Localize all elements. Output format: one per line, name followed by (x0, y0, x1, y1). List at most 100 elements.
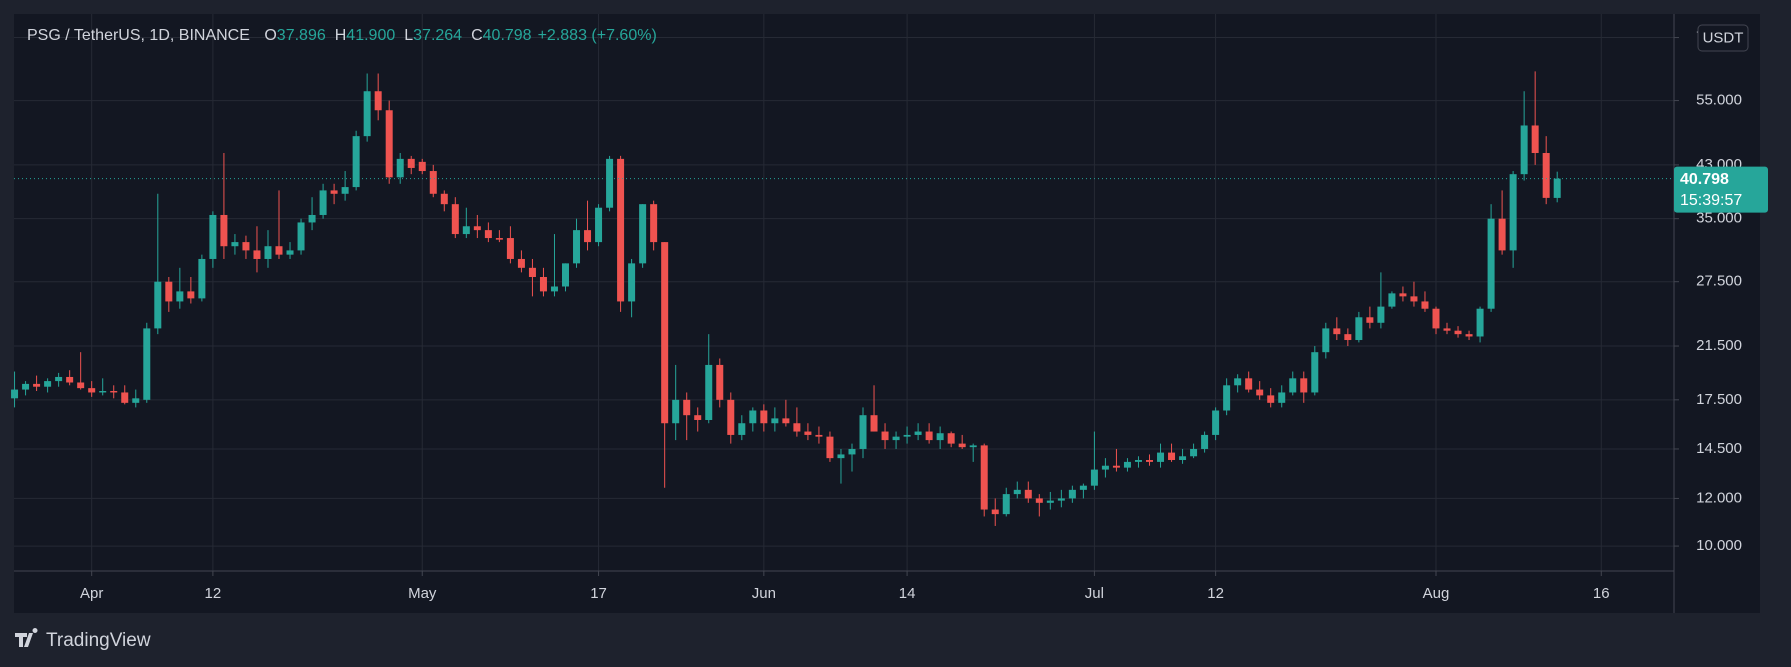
legend-value: 37.264 (413, 27, 463, 44)
candle-body (1090, 469, 1098, 486)
candle-body (694, 415, 702, 420)
candle-body (154, 281, 162, 329)
candle-body (495, 238, 503, 240)
x-tick-label: Apr (80, 585, 103, 602)
candle-body (1542, 153, 1550, 198)
candle-body (716, 364, 724, 400)
candle-body (264, 246, 272, 259)
candle-body (231, 242, 239, 247)
y-tick-label: 27.500 (1696, 273, 1742, 290)
candles (11, 71, 1674, 526)
candle-body (429, 171, 437, 194)
candle-body (727, 399, 735, 435)
y-tick-label: 17.500 (1696, 391, 1742, 408)
candle-body (881, 431, 889, 441)
legend-value: 37.896 (276, 27, 326, 44)
candle-body (209, 214, 217, 259)
candle-body (187, 291, 195, 299)
candle-body (947, 433, 955, 444)
candle-body (1487, 218, 1495, 309)
candle-body (683, 399, 691, 416)
legend: PSG / TetherUS, 1D, BINANCE O37.896 H41.9… (27, 27, 657, 45)
candle-body (573, 230, 581, 264)
x-tick-label: Aug (1423, 585, 1450, 602)
candle-body (539, 276, 547, 292)
candle-body (1388, 293, 1396, 307)
candle-body (1553, 178, 1561, 198)
currency-badge-box[interactable] (1697, 24, 1749, 52)
y-tick-label: 35.000 (1696, 210, 1742, 227)
candle-body (1101, 465, 1109, 470)
candle-body (407, 158, 415, 168)
x-tick-label: 12 (1207, 585, 1224, 602)
candle-body (1123, 461, 1131, 468)
candle-body (859, 415, 867, 449)
legend-value: 40.798 (482, 27, 532, 44)
candle-body (1035, 498, 1043, 503)
candle-body (517, 258, 525, 268)
candle-body (617, 158, 625, 302)
candle-body (1311, 352, 1319, 393)
candle-body (176, 291, 184, 302)
candle-body (1300, 378, 1308, 393)
candle-body (132, 398, 140, 403)
brand[interactable]: TradingView (15, 627, 151, 651)
candle-body (1267, 395, 1275, 403)
candle-body (1278, 392, 1286, 403)
y-tick-label: 21.500 (1696, 337, 1742, 354)
candle-body (396, 158, 404, 178)
candle-body (506, 238, 514, 259)
candle-body (1179, 456, 1187, 461)
candle-body (1256, 389, 1264, 396)
candle-body (650, 204, 658, 243)
axes: 10.000 12.000 14.500 17.500 21.500 27.500 35.0… (80, 29, 1768, 602)
candle-body (1432, 308, 1440, 329)
candle-body (550, 286, 558, 292)
candle-body (99, 391, 107, 393)
legend-key: H (334, 27, 347, 44)
candle-body (440, 193, 448, 205)
candle-body (341, 187, 349, 194)
candle-body (1046, 500, 1054, 503)
candle-body (848, 448, 856, 455)
candle-body (1355, 317, 1363, 341)
candle-body (1509, 174, 1517, 251)
candle-body (925, 431, 933, 441)
candle-body (826, 436, 834, 459)
candle-body (121, 392, 129, 403)
legend-key: O (264, 27, 277, 44)
candle-body (661, 242, 669, 424)
candle-body (319, 190, 327, 215)
x-tick-label: 12 (205, 585, 222, 602)
candle-body (870, 415, 878, 432)
y-tick-label: 14.500 (1696, 440, 1742, 457)
candle-body (66, 376, 74, 383)
candle-body (1520, 125, 1528, 175)
candle-body (1201, 434, 1209, 449)
currency-badge[interactable]: USDT (1697, 24, 1749, 52)
x-tick-label: 16 (1593, 585, 1610, 602)
candle-body (1024, 489, 1032, 499)
brand-name[interactable]: TradingView (46, 630, 151, 651)
candle-body (1498, 218, 1506, 251)
candle-body (628, 263, 636, 302)
candle-body (253, 250, 261, 259)
candle-body (1333, 328, 1341, 335)
candle-body (1145, 460, 1153, 462)
candle-body (55, 376, 63, 382)
candle-body (286, 250, 294, 255)
candle-body (1443, 328, 1451, 331)
grid (14, 14, 1674, 571)
candle-body (903, 434, 911, 437)
candle-body (1531, 125, 1539, 154)
legend-value: 41.900 (346, 27, 396, 44)
candle-body (242, 242, 250, 251)
candle-body (749, 410, 757, 424)
candle-body (804, 431, 812, 435)
brand-logo[interactable] (15, 627, 38, 647)
legend-key: C (471, 27, 483, 44)
last-price-box (1674, 166, 1768, 213)
currency-label[interactable]: USDT (1703, 29, 1744, 46)
candle-body (1168, 452, 1176, 461)
